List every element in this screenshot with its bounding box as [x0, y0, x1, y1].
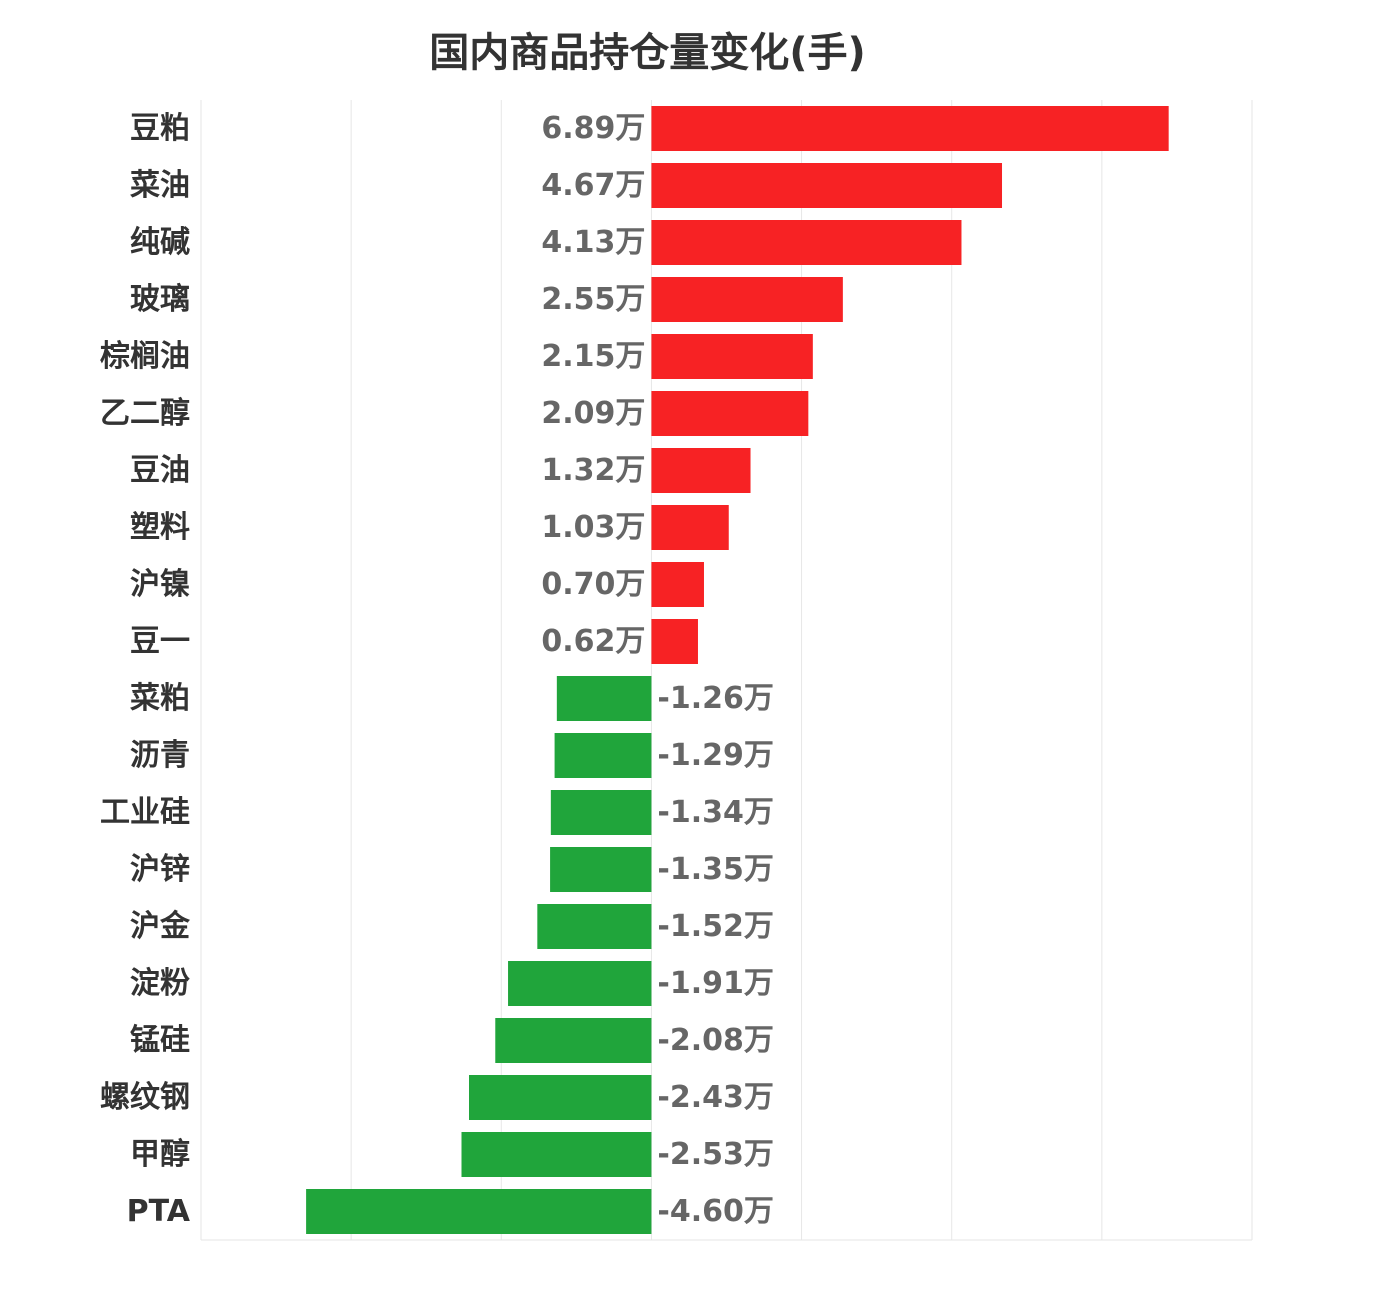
category-label: 螺纹钢: [100, 1080, 190, 1115]
category-label: 淀粉: [130, 966, 190, 1001]
category-label: 豆粕: [130, 111, 190, 146]
bar: [537, 904, 652, 949]
category-label: PTA: [127, 1194, 191, 1229]
data-label: -2.53万: [657, 1137, 773, 1172]
category-label: 锰硅: [130, 1023, 190, 1058]
bar: [550, 847, 652, 892]
data-label: 1.03万: [541, 510, 645, 545]
bar: [508, 961, 652, 1006]
bar: [651, 334, 813, 379]
category-label: 菜粕: [130, 681, 190, 716]
category-label: 沪锌: [130, 852, 190, 887]
bar: [651, 163, 1003, 208]
bar: [469, 1075, 652, 1120]
chart-title: 国内商品持仓量变化(手): [429, 30, 866, 76]
bar: [651, 277, 843, 322]
category-label: 豆一: [130, 624, 190, 659]
category-label: 甲醇: [130, 1137, 190, 1172]
data-label: 0.70万: [541, 567, 645, 602]
bar: [651, 505, 729, 550]
bar: [651, 220, 962, 265]
bar: [554, 733, 652, 778]
data-label: 0.62万: [541, 624, 645, 659]
data-label: 2.09万: [541, 396, 645, 431]
data-label: 2.55万: [541, 282, 645, 317]
data-label: 4.67万: [541, 168, 645, 203]
data-label: -1.26万: [657, 681, 773, 716]
category-label: 沪镍: [130, 567, 190, 602]
data-label: -1.35万: [657, 852, 773, 887]
data-label: -4.60万: [657, 1194, 773, 1229]
category-label: 沪金: [130, 909, 191, 944]
data-label: -2.43万: [657, 1080, 773, 1115]
data-label: -2.08万: [657, 1023, 773, 1058]
category-label: 乙二醇: [100, 396, 190, 431]
category-label: 塑料: [130, 510, 190, 545]
data-label: -1.34万: [657, 795, 773, 830]
bar: [556, 676, 652, 721]
bar: [550, 790, 652, 835]
category-label: 棕榈油: [100, 339, 190, 374]
bar: [651, 448, 751, 493]
bar: [651, 619, 698, 664]
data-label: 4.13万: [541, 225, 645, 260]
bar: [651, 106, 1169, 151]
category-label: 沥青: [130, 738, 190, 773]
category-label: 菜油: [130, 168, 190, 203]
data-label: 2.15万: [541, 339, 645, 374]
category-label: 豆油: [130, 453, 190, 488]
data-label: -1.29万: [657, 738, 773, 773]
data-label: -1.91万: [657, 966, 773, 1001]
data-label: 1.32万: [541, 453, 645, 488]
bar: [651, 562, 704, 607]
data-label: 6.89万: [541, 111, 645, 146]
category-label: 玻璃: [130, 282, 190, 317]
category-label: 工业硅: [100, 795, 190, 830]
data-label: -1.52万: [657, 909, 773, 944]
bar: [495, 1018, 652, 1063]
bar: [306, 1189, 652, 1234]
bar: [461, 1132, 652, 1177]
bar: [651, 391, 809, 436]
category-label: 纯碱: [130, 225, 190, 260]
